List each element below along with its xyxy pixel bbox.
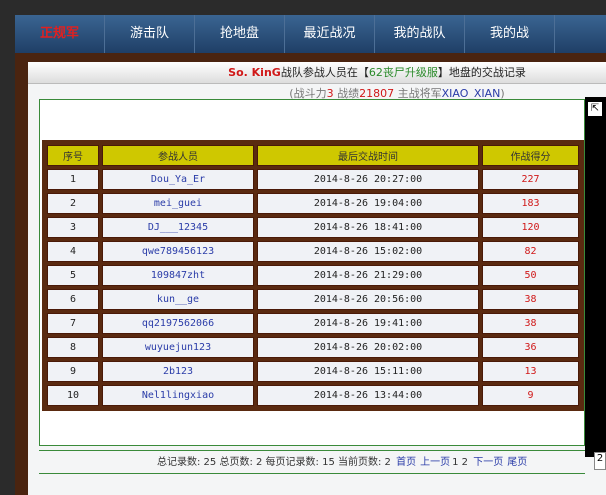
power-value: 3 bbox=[326, 87, 334, 100]
page-2-current: 2 bbox=[461, 457, 469, 468]
row-number: 3 bbox=[47, 217, 99, 238]
title-text: 战队参战人员在【 bbox=[280, 66, 369, 79]
last-battle-time: 2014-8-26 19:41:00 bbox=[257, 313, 479, 334]
side-strip: ⇱ bbox=[585, 97, 606, 457]
nav-item[interactable]: 抢地盘 bbox=[195, 15, 285, 53]
team-stats: (战斗力3 战绩21807 主战将军XIAO_XIAN) bbox=[28, 86, 606, 102]
prev-page-link[interactable]: 上一页 bbox=[420, 457, 451, 468]
label: 主战将军 bbox=[394, 87, 442, 100]
row-number: 5 bbox=[47, 265, 99, 286]
battle-score: 120 bbox=[482, 217, 579, 238]
last-battle-time: 2014-8-26 13:44:00 bbox=[257, 385, 479, 406]
team-name: So. KinG bbox=[228, 66, 281, 79]
row-number: 1 bbox=[47, 169, 99, 190]
battle-record-table: 序号 参战人员 最后交战时间 作战得分 1 Dou_Ya_Er 2014-8-26 20:2… bbox=[42, 140, 584, 411]
table-row: 7 qq2197562066 2014-8-26 19:41:00 38 bbox=[47, 313, 579, 334]
title-text: 】地盘的交战记录 bbox=[437, 66, 526, 79]
battle-score: 9 bbox=[482, 385, 579, 406]
player-name[interactable]: mei_guei bbox=[102, 193, 254, 214]
nav-item[interactable]: 最近战况 bbox=[285, 15, 375, 53]
nav-item[interactable]: 游击队 bbox=[105, 15, 195, 53]
column-header: 最后交战时间 bbox=[257, 145, 479, 166]
battle-score: 38 bbox=[482, 289, 579, 310]
last-battle-time: 2014-8-26 15:02:00 bbox=[257, 241, 479, 262]
row-number: 2 bbox=[47, 193, 99, 214]
table-row: 9 2b123 2014-8-26 15:11:00 13 bbox=[47, 361, 579, 382]
column-header: 参战人员 bbox=[102, 145, 254, 166]
table-row: 2 mei_guei 2014-8-26 19:04:00 183 bbox=[47, 193, 579, 214]
table-row: 8 wuyuejun123 2014-8-26 20:02:00 36 bbox=[47, 337, 579, 358]
last-page-link[interactable]: 尾页 bbox=[507, 457, 528, 468]
player-name[interactable]: wuyuejun123 bbox=[102, 337, 254, 358]
table-row: 10 Nel1lingxiao 2014-8-26 13:44:00 9 bbox=[47, 385, 579, 406]
battle-score: 82 bbox=[482, 241, 579, 262]
nav-item[interactable]: 我的战队 bbox=[375, 15, 465, 53]
last-battle-time: 2014-8-26 19:04:00 bbox=[257, 193, 479, 214]
label: 战绩 bbox=[333, 87, 360, 100]
row-number: 6 bbox=[47, 289, 99, 310]
exit-icon[interactable]: ⇱ bbox=[588, 102, 602, 116]
record-value: 21807 bbox=[359, 87, 395, 100]
player-name[interactable]: Dou_Ya_Er bbox=[102, 169, 254, 190]
battle-score: 36 bbox=[482, 337, 579, 358]
nav-item[interactable]: 正规军 bbox=[15, 15, 105, 53]
label: (战斗力 bbox=[289, 87, 327, 100]
player-name[interactable]: Nel1lingxiao bbox=[102, 385, 254, 406]
player-name[interactable]: kun__ge bbox=[102, 289, 254, 310]
top-nav: 正规军 游击队 抢地盘 最近战况 我的战队 我的战 bbox=[15, 15, 606, 53]
player-name[interactable]: qwe789456123 bbox=[102, 241, 254, 262]
player-name[interactable]: DJ___12345 bbox=[102, 217, 254, 238]
last-battle-time: 2014-8-26 18:41:00 bbox=[257, 217, 479, 238]
row-number: 10 bbox=[47, 385, 99, 406]
battle-score: 50 bbox=[482, 265, 579, 286]
last-battle-time: 2014-8-26 21:29:00 bbox=[257, 265, 479, 286]
nav-item[interactable]: 我的战 bbox=[465, 15, 555, 53]
record-info: 总记录数: 25 总页数: 2 每页记录数: 15 当前页数: 2 bbox=[157, 457, 391, 468]
column-header: 序号 bbox=[47, 145, 99, 166]
last-battle-time: 2014-8-26 20:02:00 bbox=[257, 337, 479, 358]
table-row: 3 DJ___12345 2014-8-26 18:41:00 120 bbox=[47, 217, 579, 238]
battle-score: 38 bbox=[482, 313, 579, 334]
last-battle-time: 2014-8-26 20:56:00 bbox=[257, 289, 479, 310]
row-number: 8 bbox=[47, 337, 99, 358]
battle-score: 13 bbox=[482, 361, 579, 382]
first-page-link[interactable]: 首页 bbox=[396, 457, 417, 468]
column-header: 作战得分 bbox=[482, 145, 579, 166]
battle-score: 183 bbox=[482, 193, 579, 214]
row-number: 7 bbox=[47, 313, 99, 334]
next-page-link[interactable]: 下一页 bbox=[473, 457, 504, 468]
table-row: 1 Dou_Ya_Er 2014-8-26 20:27:00 227 bbox=[47, 169, 579, 190]
table-row: 6 kun__ge 2014-8-26 20:56:00 38 bbox=[47, 289, 579, 310]
battle-score: 227 bbox=[482, 169, 579, 190]
table-row: 4 qwe789456123 2014-8-26 15:02:00 82 bbox=[47, 241, 579, 262]
player-name[interactable]: qq2197562066 bbox=[102, 313, 254, 334]
row-number: 4 bbox=[47, 241, 99, 262]
zone-name: 62丧尸升级服 bbox=[368, 66, 438, 79]
general-name: XIAO_XIAN bbox=[441, 87, 501, 100]
table-row: 5 109847zht 2014-8-26 21:29:00 50 bbox=[47, 265, 579, 286]
page-input[interactable]: 2 bbox=[594, 452, 606, 470]
page-1-link[interactable]: 1 bbox=[452, 457, 459, 468]
player-name[interactable]: 109847zht bbox=[102, 265, 254, 286]
pagination: 总记录数: 25 总页数: 2 每页记录数: 15 当前页数: 2 首页 上一页 1… bbox=[39, 450, 585, 474]
row-number: 9 bbox=[47, 361, 99, 382]
page-title: So. KinG战队参战人员在【62丧尸升级服】地盘的交战记录 bbox=[28, 62, 606, 84]
last-battle-time: 2014-8-26 15:11:00 bbox=[257, 361, 479, 382]
label: ) bbox=[500, 87, 505, 100]
player-name[interactable]: 2b123 bbox=[102, 361, 254, 382]
last-battle-time: 2014-8-26 20:27:00 bbox=[257, 169, 479, 190]
